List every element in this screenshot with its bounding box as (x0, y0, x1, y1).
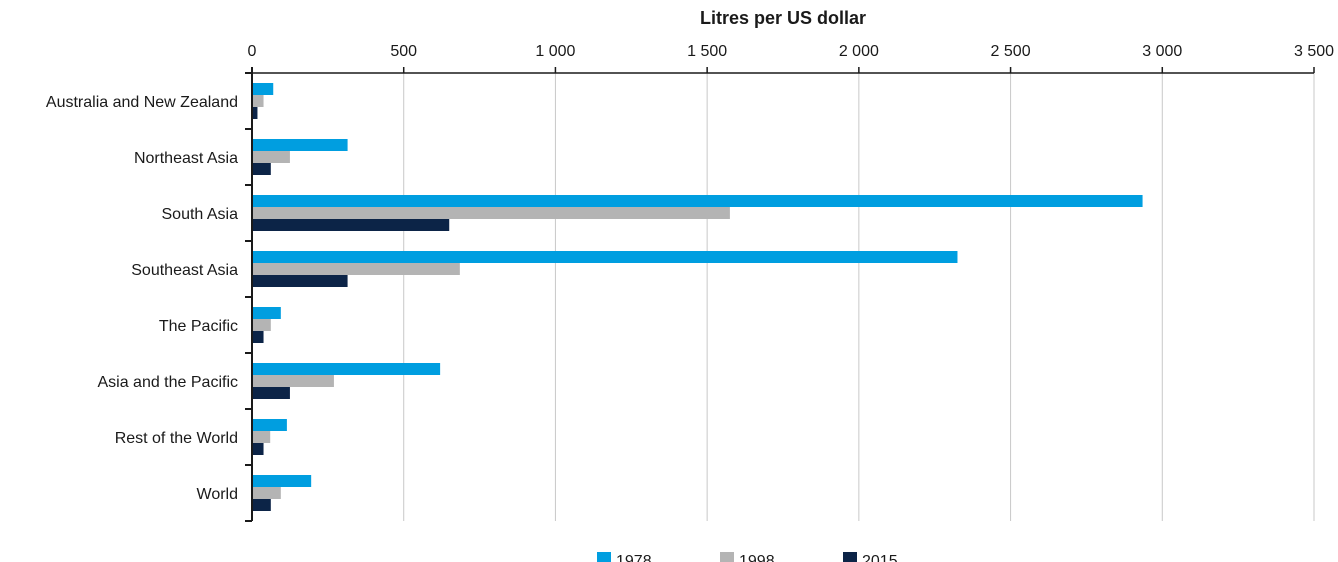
bar-2015 (252, 499, 271, 511)
x-tick-label: 1 000 (535, 43, 575, 60)
bar-1978 (252, 475, 312, 487)
bar-1978 (252, 419, 287, 431)
bar-1978 (252, 195, 1143, 207)
bar-1998 (252, 375, 334, 387)
legend-swatch (843, 552, 857, 562)
category-label: Southeast Asia (131, 262, 238, 279)
bar-1998 (252, 263, 460, 275)
category-label: Asia and the Pacific (97, 374, 238, 391)
legend-swatch (720, 552, 734, 562)
bar-1978 (252, 363, 441, 375)
axes (245, 67, 1314, 522)
bar-2015 (252, 387, 290, 399)
category-label: The Pacific (159, 318, 238, 335)
gridlines (403, 67, 1315, 521)
bar-2015 (252, 107, 258, 119)
x-tick-label: 3 000 (1142, 43, 1182, 60)
bars (252, 83, 1143, 511)
category-labels: Australia and New Zealand Northeast Asia S… (46, 94, 238, 503)
bar-1998 (252, 151, 290, 163)
legend-swatch (597, 552, 611, 562)
category-label: Australia and New Zealand (46, 94, 238, 111)
category-label: World (197, 486, 239, 503)
x-tick-label: 3 500 (1294, 43, 1334, 60)
x-tick-label: 0 (248, 43, 257, 60)
bar-1978 (252, 139, 348, 151)
bar-1978 (252, 307, 281, 319)
x-tick-label: 2 000 (839, 43, 879, 60)
bar-1998 (252, 319, 271, 331)
bar-2015 (252, 219, 450, 231)
category-label: South Asia (162, 206, 239, 223)
bar-1998 (252, 487, 281, 499)
category-label: Northeast Asia (134, 150, 238, 167)
x-tick-label: 500 (390, 43, 417, 60)
bar-1978 (252, 251, 958, 263)
legend-label: 1998 (739, 553, 775, 562)
x-axis-ticks: 0 500 1 000 1 500 2 000 2 500 3 000 3 500 (248, 43, 1334, 73)
bar-1978 (252, 83, 274, 95)
category-label: Rest of the World (115, 430, 238, 447)
bar-2015 (252, 163, 271, 175)
bar-1998 (252, 95, 264, 107)
bar-1998 (252, 207, 730, 219)
x-tick-label: 1 500 (687, 43, 727, 60)
bar-2015 (252, 275, 348, 287)
x-axis-title: Litres per US dollar (700, 8, 866, 28)
bar-1998 (252, 431, 271, 443)
bar-2015 (252, 443, 264, 455)
bar-2015 (252, 331, 264, 343)
legend-label: 1978 (616, 553, 652, 562)
legend-label: 2015 (862, 553, 898, 562)
legend: 1978 1998 2015 (597, 552, 898, 562)
x-tick-label: 2 500 (991, 43, 1031, 60)
